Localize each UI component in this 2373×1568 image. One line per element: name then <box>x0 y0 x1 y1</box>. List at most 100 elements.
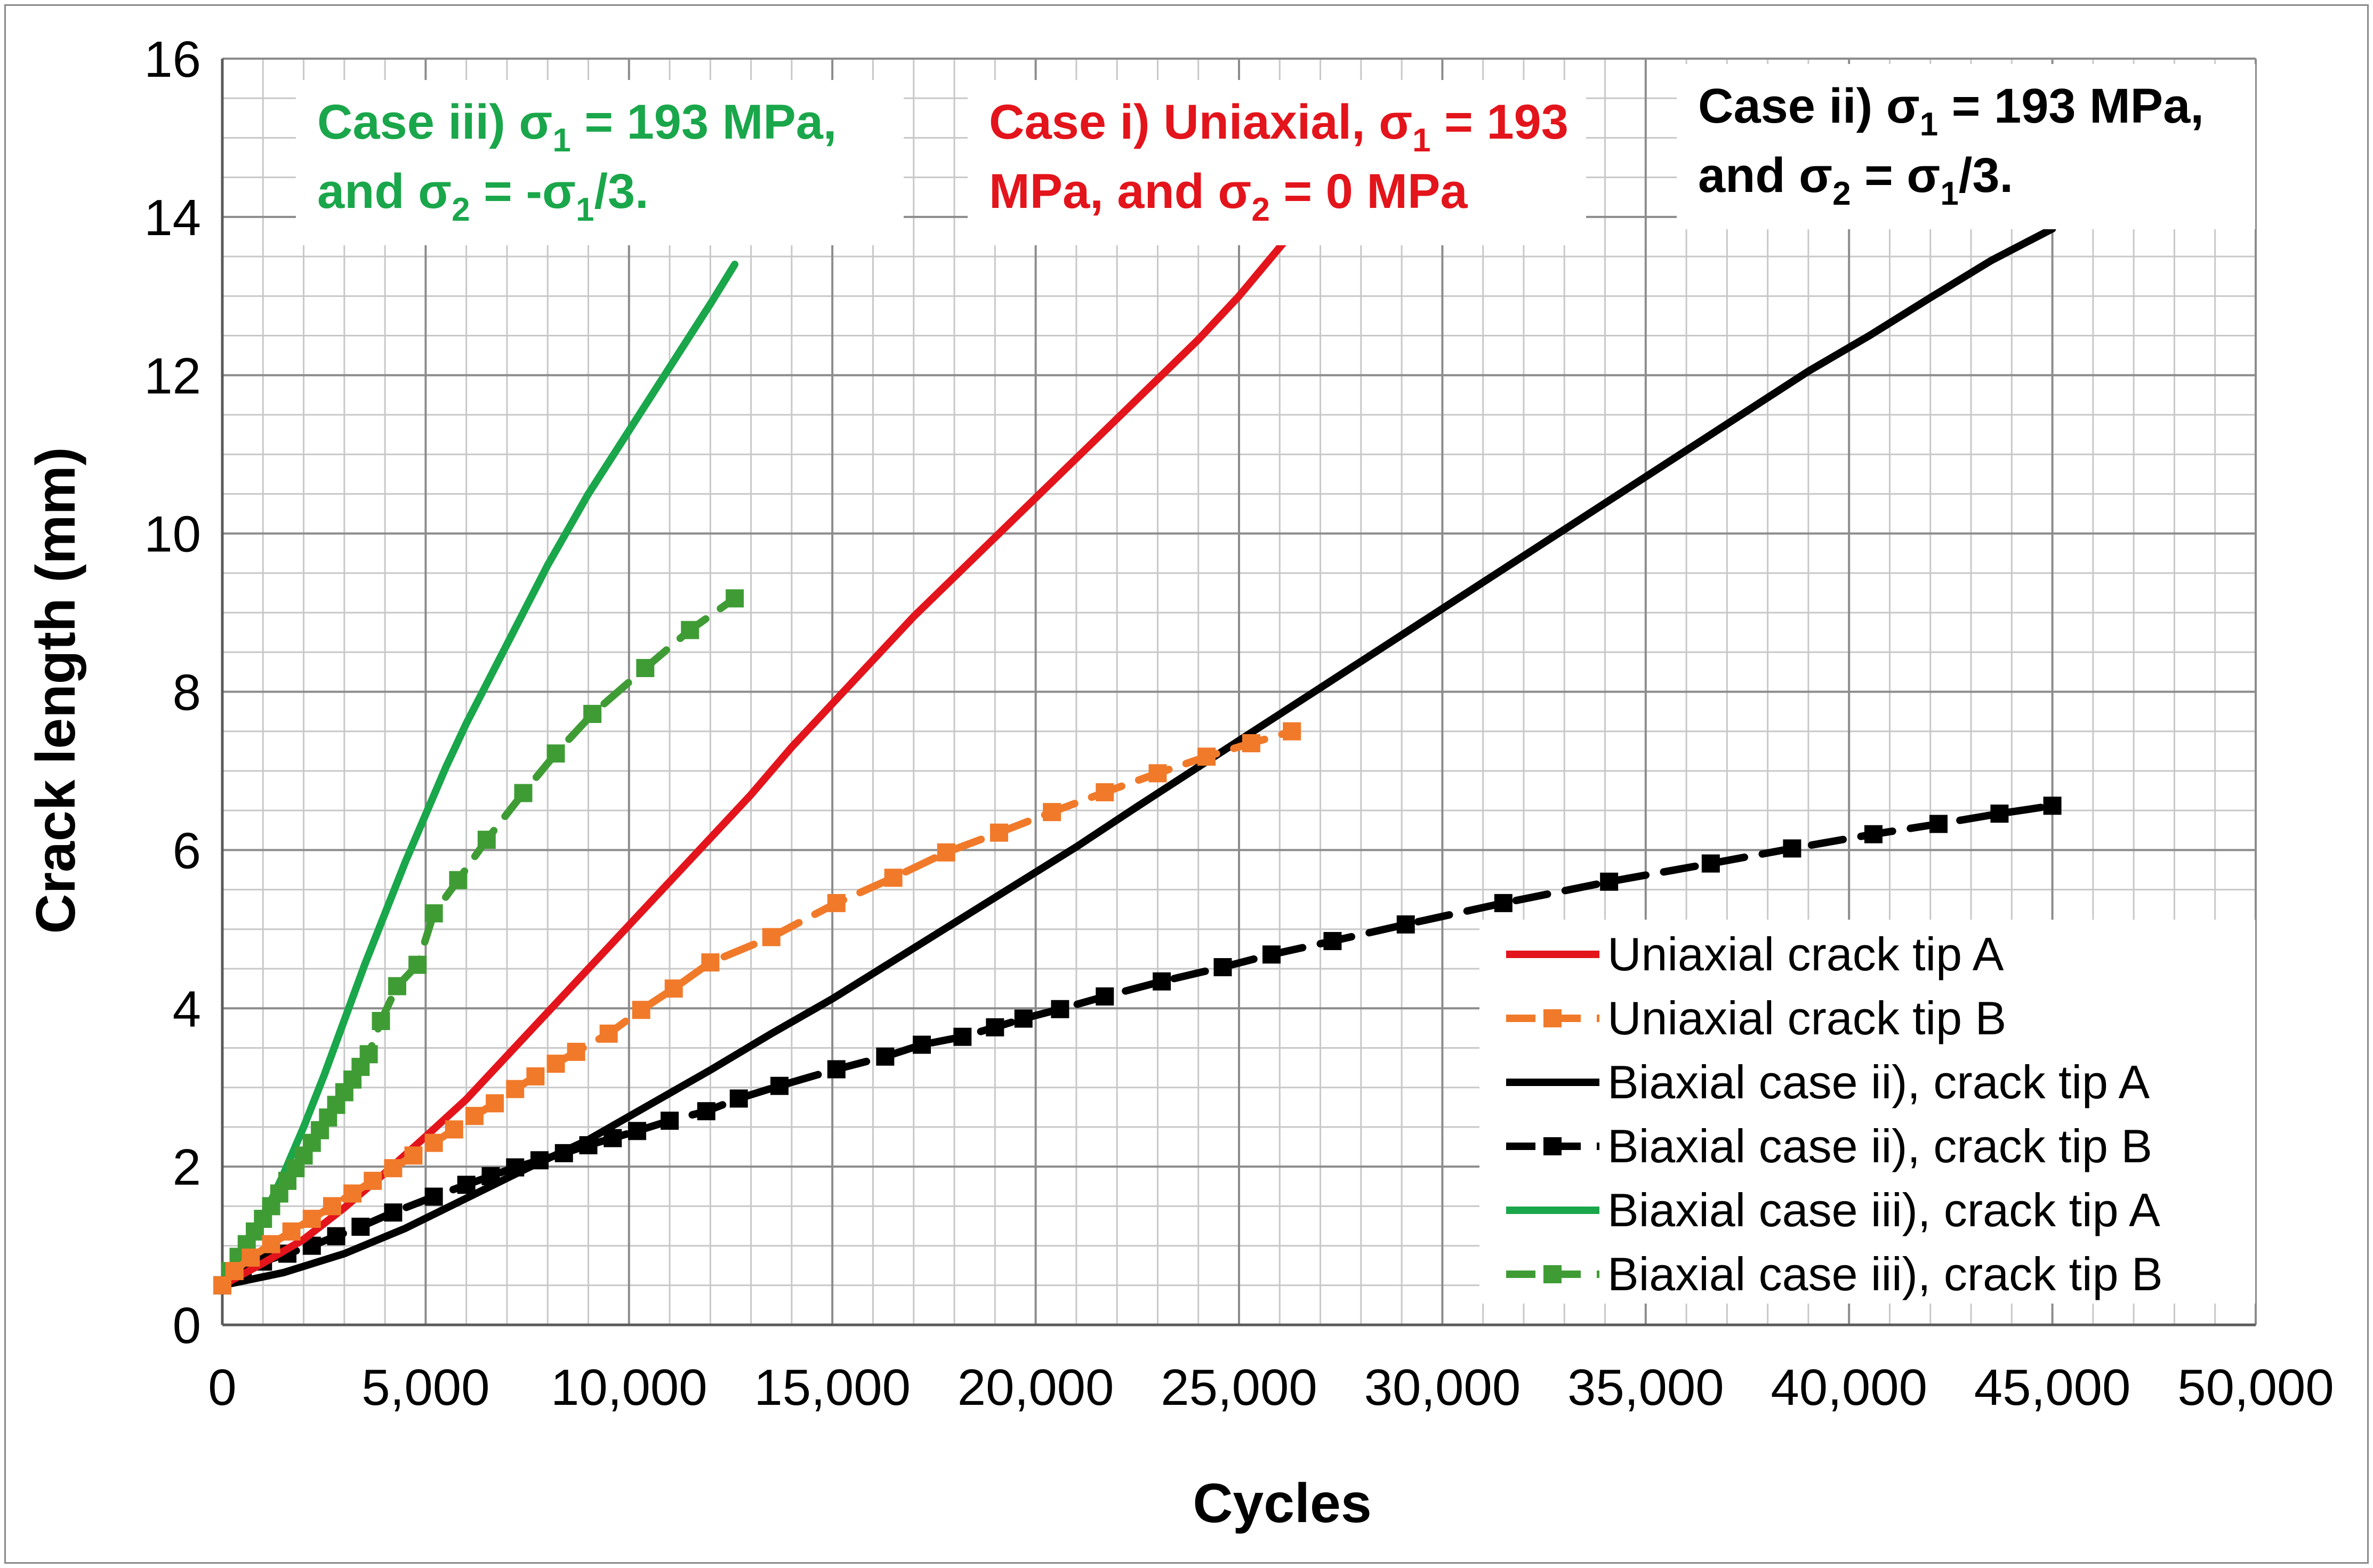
y-tick-label: 12 <box>144 348 201 405</box>
series-marker-2 <box>664 979 683 998</box>
subscript: 1 <box>1940 175 1958 212</box>
annotation-case2-line: and σ2 = σ1/3. <box>1698 148 2013 212</box>
series-marker-2 <box>1148 764 1167 783</box>
annotation-case1-line: MPa, and σ2 = 0 MPa <box>989 164 1468 228</box>
series-marker-6 <box>449 871 468 889</box>
x-tick-label: 35,000 <box>1567 1359 1724 1416</box>
annotation-text: /3. <box>1959 148 2013 203</box>
annotation-text: /3. <box>594 164 648 219</box>
series-marker-4 <box>1051 1000 1069 1018</box>
series-marker-6 <box>546 744 565 763</box>
series-marker-4 <box>579 1136 598 1155</box>
series-marker-4 <box>384 1203 403 1222</box>
annotation-text: and σ <box>317 164 452 219</box>
y-axis-title: Crack length (mm) <box>25 447 87 934</box>
legend-label: Uniaxial crack tip B <box>1607 992 2006 1044</box>
y-tick-label: 10 <box>144 506 201 563</box>
annotations-layer: Case iii) σ1 = 193 MPa,and σ2 = -σ1/3.Ca… <box>296 64 2255 245</box>
series-marker-4 <box>729 1089 748 1108</box>
series-marker-4 <box>481 1167 500 1185</box>
series-marker-4 <box>628 1122 647 1140</box>
x-tick-label: 0 <box>208 1359 236 1416</box>
series-marker-2 <box>242 1248 260 1267</box>
x-tick-label: 40,000 <box>1771 1359 1927 1416</box>
series-marker-6 <box>514 784 533 802</box>
series-marker-2 <box>599 1024 618 1043</box>
series-marker-2 <box>364 1171 382 1190</box>
legend-swatch-marker <box>1543 1265 1562 1283</box>
annotation-case1-line: Case i) Uniaxial, σ1 = 193 <box>989 95 1568 159</box>
series-marker-4 <box>351 1217 370 1236</box>
series-marker-2 <box>343 1184 362 1203</box>
series-marker-4 <box>424 1187 443 1206</box>
annotation-text: Case iii) σ <box>317 95 552 149</box>
series-marker-4 <box>327 1227 345 1245</box>
x-tick-label: 5,000 <box>361 1359 489 1416</box>
subscript: 1 <box>1920 106 1938 143</box>
series-marker-2 <box>282 1222 301 1241</box>
series-marker-4 <box>953 1027 972 1046</box>
annotation-text: = -σ <box>470 164 576 219</box>
series-marker-2 <box>445 1120 463 1139</box>
annotation-case3-line: and σ2 = -σ1/3. <box>317 164 649 228</box>
series-marker-4 <box>1783 839 1801 858</box>
series-line-3 <box>219 225 2056 1289</box>
x-tick-label: 50,000 <box>2177 1359 2334 1416</box>
annotation-text: Case i) Uniaxial, σ <box>989 95 1412 149</box>
x-tick-label: 25,000 <box>1161 1359 1317 1416</box>
series-marker-6 <box>636 658 655 677</box>
series-marker-6 <box>359 1045 378 1064</box>
x-tick-label: 45,000 <box>1974 1359 2131 1416</box>
series-marker-4 <box>876 1047 895 1066</box>
series-marker-4 <box>1929 815 1948 833</box>
series-marker-4 <box>1864 825 1883 843</box>
series-marker-2 <box>424 1133 443 1152</box>
series-marker-2 <box>827 894 846 912</box>
annotation-text: = 0 MPa <box>1270 164 1468 219</box>
series-marker-2 <box>1096 783 1114 802</box>
series-marker-4 <box>661 1112 679 1130</box>
annotation-text: = 193 MPa, <box>571 95 837 149</box>
x-tick-label: 20,000 <box>958 1359 1114 1416</box>
series-marker-4 <box>1494 894 1513 912</box>
series-marker-6 <box>408 955 427 974</box>
y-tick-label: 0 <box>173 1297 201 1354</box>
series-marker-2 <box>546 1055 565 1073</box>
x-axis-title: Cycles <box>1193 1473 1371 1534</box>
series-marker-2 <box>632 1001 650 1019</box>
subscript: 1 <box>1412 122 1430 159</box>
series-marker-4 <box>827 1060 846 1079</box>
legend-label: Biaxial case ii), crack tip A <box>1607 1056 2150 1108</box>
subscript: 2 <box>1832 175 1851 212</box>
series-marker-4 <box>1262 945 1281 964</box>
annotation-box-case1 <box>968 80 1586 245</box>
y-tick-label: 16 <box>144 31 201 88</box>
tick-labels: 0 5,000 10,000 15,000 20,000 25,000 30,000 35,0… <box>144 31 2334 1416</box>
annotation-case3-line: Case iii) σ1 = 193 MPa, <box>317 95 836 159</box>
y-tick-label: 6 <box>173 822 201 879</box>
y-tick-label: 14 <box>144 189 201 246</box>
series-marker-4 <box>1396 915 1415 934</box>
series-marker-4 <box>2043 797 2062 815</box>
series-marker-2 <box>465 1107 484 1125</box>
annotation-case2-line: Case ii) σ1 = 193 MPa, <box>1698 79 2204 143</box>
series-marker-2 <box>1283 722 1301 741</box>
series-marker-2 <box>1043 803 1061 822</box>
y-tick-label: 4 <box>173 980 201 1038</box>
series-marker-4 <box>554 1144 573 1162</box>
axes <box>221 59 2256 1326</box>
series-marker-6 <box>477 831 496 849</box>
legend-label: Biaxial case iii), crack tip A <box>1607 1184 2160 1236</box>
series-marker-2 <box>225 1262 244 1281</box>
series-marker-2 <box>937 843 955 862</box>
legend-box <box>1479 920 2255 1304</box>
subscript: 2 <box>452 191 470 228</box>
series-marker-4 <box>986 1018 1004 1036</box>
series-marker-4 <box>1213 958 1232 977</box>
series-marker-4 <box>530 1151 549 1170</box>
annotation-box-case2 <box>1677 64 2255 229</box>
series-line-2 <box>219 727 1296 1289</box>
series-marker-2 <box>701 953 720 972</box>
series-marker-6 <box>388 977 407 995</box>
